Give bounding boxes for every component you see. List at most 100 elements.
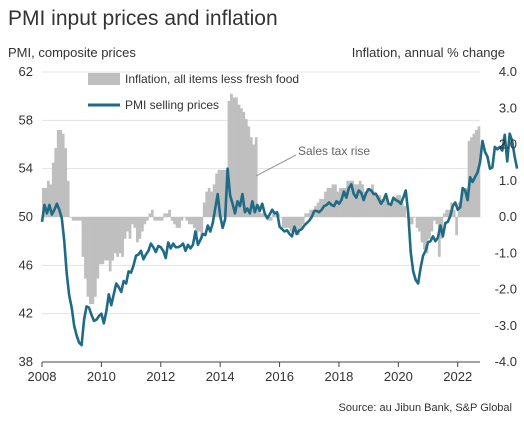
inflation-bar <box>46 180 50 217</box>
inflation-bar <box>197 217 201 232</box>
x-tick-label: 2018 <box>324 369 353 384</box>
inflation-bar <box>69 217 72 218</box>
inflation-bar <box>353 184 357 218</box>
inflation-bar <box>301 217 305 225</box>
inflation-bar <box>348 180 352 217</box>
inflation-bar <box>220 169 223 218</box>
inflation-bar <box>188 217 191 225</box>
inflation-bar <box>410 217 414 225</box>
left-tick-label: 54 <box>19 161 33 176</box>
inflation-bar <box>205 191 209 218</box>
inflation-bar <box>98 217 102 265</box>
inflation-bar <box>435 217 439 225</box>
inflation-bar <box>272 213 275 218</box>
inflation-bar <box>299 217 303 228</box>
inflation-bar <box>126 217 129 232</box>
left-axis-ticks: 38 42 46 50 54 58 62 <box>19 64 33 369</box>
chart-title: PMI input prices and inflation <box>8 7 278 30</box>
inflation-bar <box>230 93 233 217</box>
inflation-bar <box>118 217 122 254</box>
left-tick-label: 50 <box>19 209 33 224</box>
inflation-bar <box>418 217 421 232</box>
inflation-bar <box>155 217 159 221</box>
inflation-bar <box>145 217 149 221</box>
inflation-bar <box>56 130 60 217</box>
inflation-bar <box>430 217 434 232</box>
inflation-bar <box>148 213 152 218</box>
inflation-bar <box>269 217 273 221</box>
inflation-bar <box>61 133 65 218</box>
inflation-bar <box>44 188 48 217</box>
inflation-bar <box>405 217 409 218</box>
inflation-bar <box>252 144 256 217</box>
inflation-bar <box>294 217 298 236</box>
inflation-bar <box>455 217 459 236</box>
right-tick-label: -2.0 <box>495 282 517 297</box>
inflation-bar <box>363 191 367 218</box>
right-tick-label: 1.0 <box>499 173 517 188</box>
right-tick-label: -1.0 <box>495 245 517 260</box>
inflation-bar <box>462 188 466 217</box>
inflation-bar <box>267 217 270 221</box>
inflation-bar <box>96 217 100 279</box>
inflation-bar <box>306 213 310 218</box>
inflation-bar <box>413 217 416 218</box>
inflation-bar <box>111 217 115 261</box>
x-tick-label: 2010 <box>87 369 116 384</box>
right-tick-label: -3.0 <box>495 318 517 333</box>
inflation-bar <box>81 217 85 257</box>
inflation-bar <box>351 180 355 217</box>
inflation-bar <box>84 217 87 279</box>
inflation-bar <box>242 111 246 218</box>
x-tick-label: 2020 <box>384 369 413 384</box>
inflation-bar <box>403 206 407 218</box>
source-note: Source: au Jibun Bank, S&P Global <box>339 402 512 414</box>
inflation-bar <box>274 213 278 218</box>
inflation-bar <box>195 217 199 236</box>
inflation-bar <box>398 195 402 217</box>
inflation-bar <box>42 188 45 217</box>
inflation-bar <box>388 206 392 218</box>
inflation-bar <box>452 209 456 217</box>
inflation-bar <box>86 217 90 297</box>
inflation-bar <box>138 217 142 239</box>
legend: Inflation, all items less fresh food PMI… <box>88 72 299 112</box>
inflation-bar <box>460 198 463 218</box>
inflation-bar <box>415 217 419 228</box>
inflation-bar <box>59 130 63 217</box>
inflation-bar <box>222 169 226 218</box>
inflation-bar <box>116 217 120 257</box>
inflation-bar <box>160 217 164 221</box>
inflation-bar <box>247 126 251 218</box>
left-tick-label: 38 <box>19 354 33 369</box>
inflation-bar <box>202 202 206 217</box>
inflation-bar <box>91 217 95 304</box>
inflation-bar <box>237 104 241 218</box>
inflation-bar <box>128 217 132 239</box>
inflation-bar <box>279 217 283 218</box>
inflation-bar <box>262 213 266 218</box>
inflation-bar <box>420 217 424 243</box>
inflation-bar <box>54 148 58 218</box>
left-axis-title: PMI, composite prices <box>8 45 136 60</box>
inflation-bar <box>192 217 196 228</box>
inflation-bar <box>183 217 186 218</box>
inflation-bar <box>108 217 112 272</box>
x-tick-label: 2016 <box>265 369 294 384</box>
left-tick-label: 62 <box>19 64 33 79</box>
legend-swatch-inflation <box>88 73 120 85</box>
inflation-bar <box>74 217 77 221</box>
inflation-bar <box>140 217 144 232</box>
inflation-bar <box>89 217 92 304</box>
inflation-bar <box>79 217 82 221</box>
inflation-bar <box>121 217 124 257</box>
inflation-bar <box>232 97 236 218</box>
left-tick-label: 42 <box>19 306 33 321</box>
inflation-bar <box>373 191 377 218</box>
inflation-bar <box>378 195 382 217</box>
right-axis-ticks: -4.0 -3.0 -2.0 -1.0 0.0 1.0 2.0 3.0 4.0 <box>495 64 517 369</box>
inflation-bar <box>356 184 360 218</box>
inflation-bar <box>282 217 285 228</box>
inflation-bar <box>447 209 451 217</box>
inflation-bar <box>150 209 154 217</box>
